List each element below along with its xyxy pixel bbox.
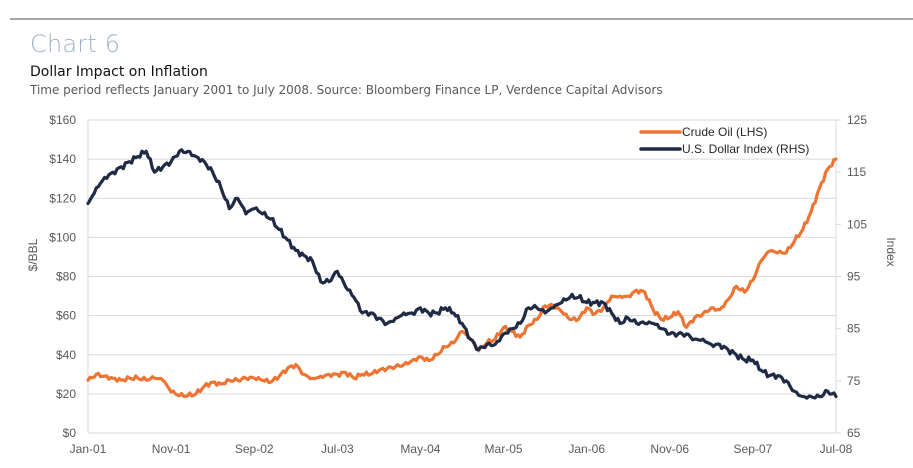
gridlines (87, 119, 837, 434)
y2-tick-label: 65 (847, 426, 861, 440)
y-tick-label: $40 (56, 348, 76, 362)
y2-tick-label: 95 (847, 270, 861, 284)
chart-number: Chart 6 (30, 30, 121, 58)
x-tick-label: Jul-03 (321, 442, 354, 456)
x-axis-ticks: Jan-01 Nov-01 Sep-02 Jul-03 May-04 Mar-05 Jan-… (70, 442, 853, 456)
x-tick-label: Jul-08 (820, 442, 853, 456)
y2-tick-label: 115 (847, 165, 866, 179)
y2-tick-label: 105 (847, 217, 867, 231)
legend-label-oil: Crude Oil (LHS) (682, 125, 767, 139)
x-tick-label: Sep-07 (734, 442, 773, 456)
series-lines (86, 148, 838, 400)
left-axis-ticks: $0 $20 $40 $60 $80 $100 $120 $140 $160 (49, 113, 76, 440)
right-axis-label: Index (884, 237, 898, 266)
y-tick-label: $160 (49, 113, 76, 127)
y2-tick-label: 85 (847, 322, 861, 336)
y2-tick-label: 75 (847, 374, 861, 388)
left-axis-label: $/BBL (26, 238, 40, 271)
right-axis-ticks: 65 75 85 95 105 115 125 (836, 113, 867, 440)
y-tick-label: $20 (56, 387, 76, 401)
series-line-crude-oil (86, 157, 838, 398)
x-tick-label: Sep-02 (235, 442, 274, 456)
series-line-dollar-index (86, 148, 838, 400)
y-tick-label: $0 (63, 426, 77, 440)
y-tick-label: $140 (49, 152, 76, 166)
y-tick-label: $60 (56, 309, 76, 323)
legend: Crude Oil (LHS) U.S. Dollar Index (RHS) (639, 125, 809, 156)
y2-tick-label: 125 (847, 113, 867, 127)
y-tick-label: $120 (49, 191, 76, 205)
y-tick-label: $100 (49, 230, 76, 244)
x-tick-label: May-04 (400, 442, 440, 456)
y-tick-label: $80 (56, 270, 76, 284)
x-tick-label: Nov-06 (650, 442, 689, 456)
x-tick-label: Jan-06 (568, 442, 605, 456)
chart-title: Dollar Impact on Inflation (30, 64, 208, 80)
chart-subtitle: Time period reflects January 2001 to Jul… (30, 83, 663, 97)
legend-label-dollar: U.S. Dollar Index (RHS) (682, 142, 809, 156)
top-rule (10, 18, 913, 20)
x-tick-label: Nov-01 (152, 442, 191, 456)
x-tick-label: Jan-01 (70, 442, 107, 456)
x-tick-label: Mar-05 (485, 442, 523, 456)
